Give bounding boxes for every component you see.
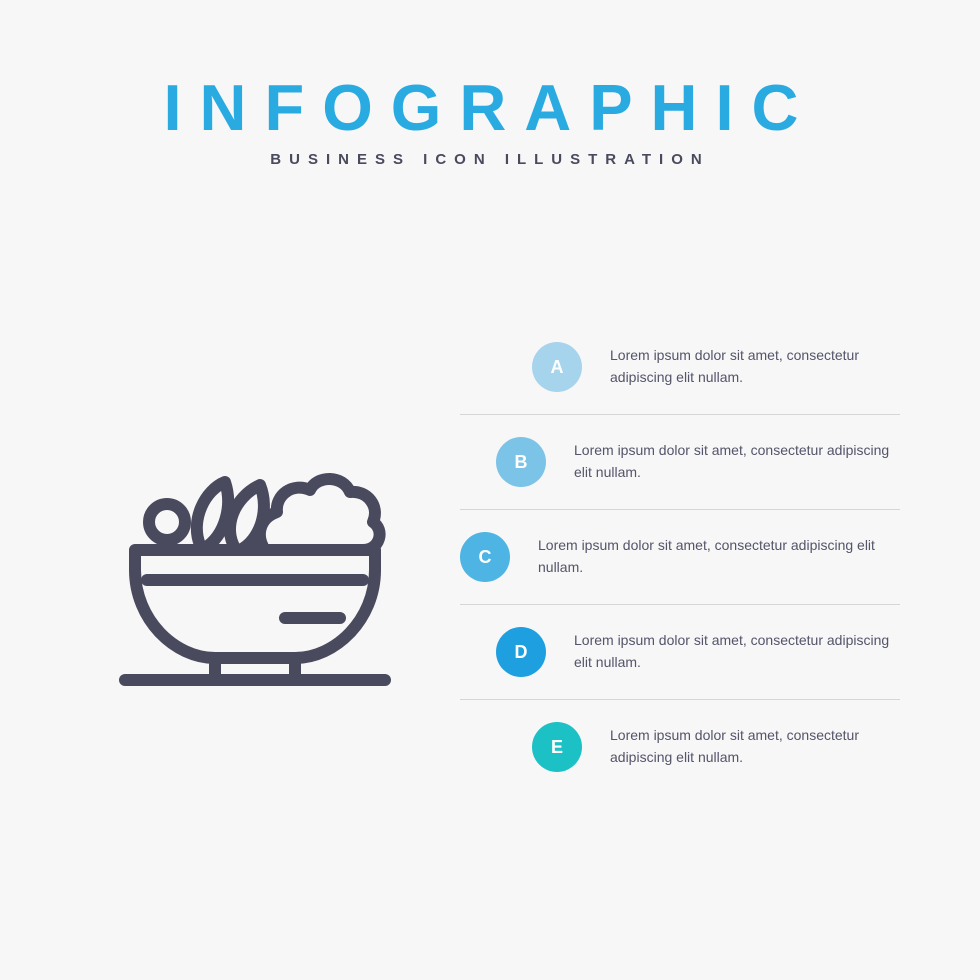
step-badge-a: A (532, 342, 582, 392)
step-badge-e: E (532, 722, 582, 772)
main-content: A Lorem ipsum dolor sit amet, consectetu… (0, 320, 980, 980)
salad-bowl-icon (105, 440, 405, 700)
step-item: C Lorem ipsum dolor sit amet, consectetu… (460, 510, 900, 605)
step-item: D Lorem ipsum dolor sit amet, consectetu… (460, 605, 900, 700)
step-text: Lorem ipsum dolor sit amet, consectetur … (574, 630, 900, 673)
step-item: B Lorem ipsum dolor sit amet, consectetu… (460, 415, 900, 510)
page-subtitle: BUSINESS ICON ILLUSTRATION (0, 151, 980, 168)
page-title: INFOGRAPHIC (0, 70, 980, 145)
step-text: Lorem ipsum dolor sit amet, consectetur … (574, 440, 900, 483)
step-text: Lorem ipsum dolor sit amet, consectetur … (538, 535, 900, 578)
step-text: Lorem ipsum dolor sit amet, consectetur … (610, 345, 900, 388)
step-badge-d: D (496, 627, 546, 677)
step-badge-b: B (496, 437, 546, 487)
step-badge-c: C (460, 532, 510, 582)
header: INFOGRAPHIC BUSINESS ICON ILLUSTRATION (0, 0, 980, 168)
step-text: Lorem ipsum dolor sit amet, consectetur … (610, 725, 900, 768)
step-item: E Lorem ipsum dolor sit amet, consectetu… (460, 700, 900, 794)
steps-list: A Lorem ipsum dolor sit amet, consectetu… (460, 320, 900, 794)
step-item: A Lorem ipsum dolor sit amet, consectetu… (460, 320, 900, 415)
